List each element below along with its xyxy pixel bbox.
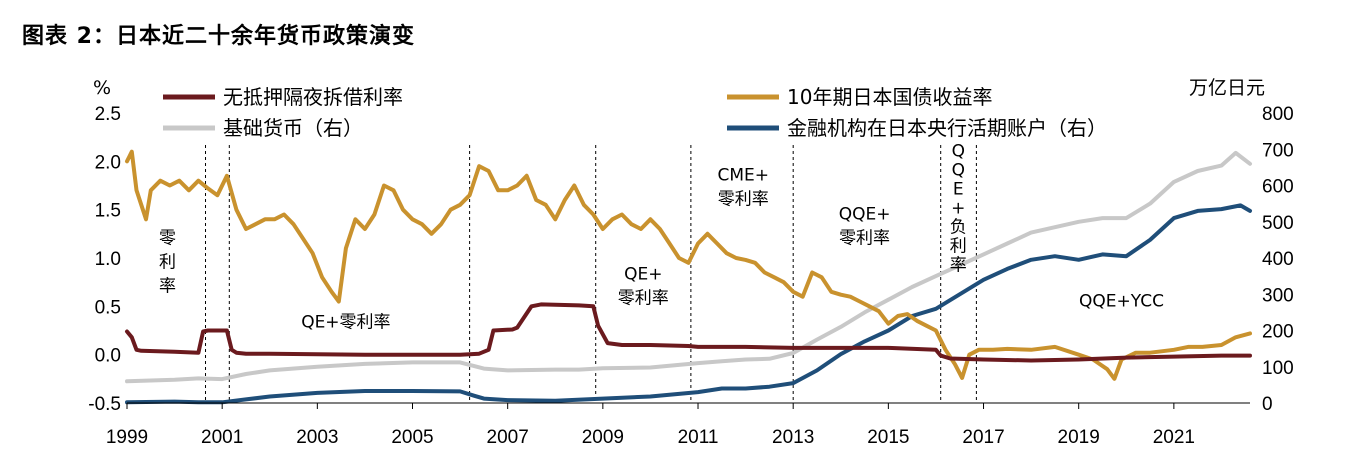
- right-tick-label: 400: [1262, 249, 1294, 270]
- legend-label-jgb10y: 10年期日本国债收益率: [787, 85, 992, 109]
- right-tick-label: 200: [1262, 322, 1294, 343]
- right-axis-unit: 万亿日元: [1189, 77, 1265, 99]
- right-tick-label: 700: [1262, 140, 1294, 161]
- right-tick-label: 0: [1262, 394, 1273, 415]
- left-tick-label: 1.5: [95, 201, 121, 222]
- legend-label-monetary-base: 基础货币（右）: [223, 116, 363, 140]
- x-tick-label: 2009: [582, 427, 624, 448]
- left-tick-label: 2.0: [95, 152, 121, 173]
- right-tick-label: 100: [1262, 358, 1294, 379]
- x-tick-label: 2003: [296, 427, 338, 448]
- x-tick-label: 2005: [391, 427, 433, 448]
- left-tick-label: -0.5: [88, 394, 121, 415]
- annotation-a2: QE+零利率: [301, 313, 390, 333]
- annotation-a5: QQE+零利率: [839, 204, 891, 248]
- x-tick-label: 2001: [201, 427, 243, 448]
- annotation-a3: QE+零利率: [618, 264, 669, 308]
- x-tick-label: 2007: [487, 427, 529, 448]
- series-line-call-rate: [127, 304, 1250, 360]
- legend-label-boj-current: 金融机构在日本央行活期账户（右）: [787, 116, 1107, 140]
- annotation-a1: 零利率: [159, 229, 176, 297]
- x-tick-label: 2015: [867, 427, 909, 448]
- x-tick-label: 2011: [678, 427, 719, 448]
- legend-label-call-rate: 无抵押隔夜拆借利率: [223, 85, 403, 109]
- annotation-a6: Q Q E +负利率: [950, 142, 967, 276]
- x-tick-label: 2017: [962, 427, 1004, 448]
- right-tick-label: 600: [1262, 177, 1294, 198]
- x-tick-label: 2019: [1058, 427, 1100, 448]
- x-tick-label: 2013: [772, 427, 814, 448]
- left-axis-unit: %: [93, 77, 111, 99]
- right-tick-label: 800: [1262, 104, 1294, 125]
- annotation-a4: CME+零利率: [717, 166, 769, 210]
- annotation-a7: QQE+YCC: [1079, 291, 1164, 311]
- right-tick-label: 500: [1262, 213, 1294, 234]
- x-tick-label: 1999: [106, 427, 148, 448]
- x-tick-label: 2021: [1153, 427, 1195, 448]
- left-tick-label: 1.0: [95, 249, 121, 270]
- left-tick-label: 0.0: [95, 346, 121, 367]
- left-tick-label: 0.5: [95, 297, 121, 318]
- left-tick-label: 2.5: [95, 104, 121, 125]
- right-tick-label: 300: [1262, 285, 1294, 306]
